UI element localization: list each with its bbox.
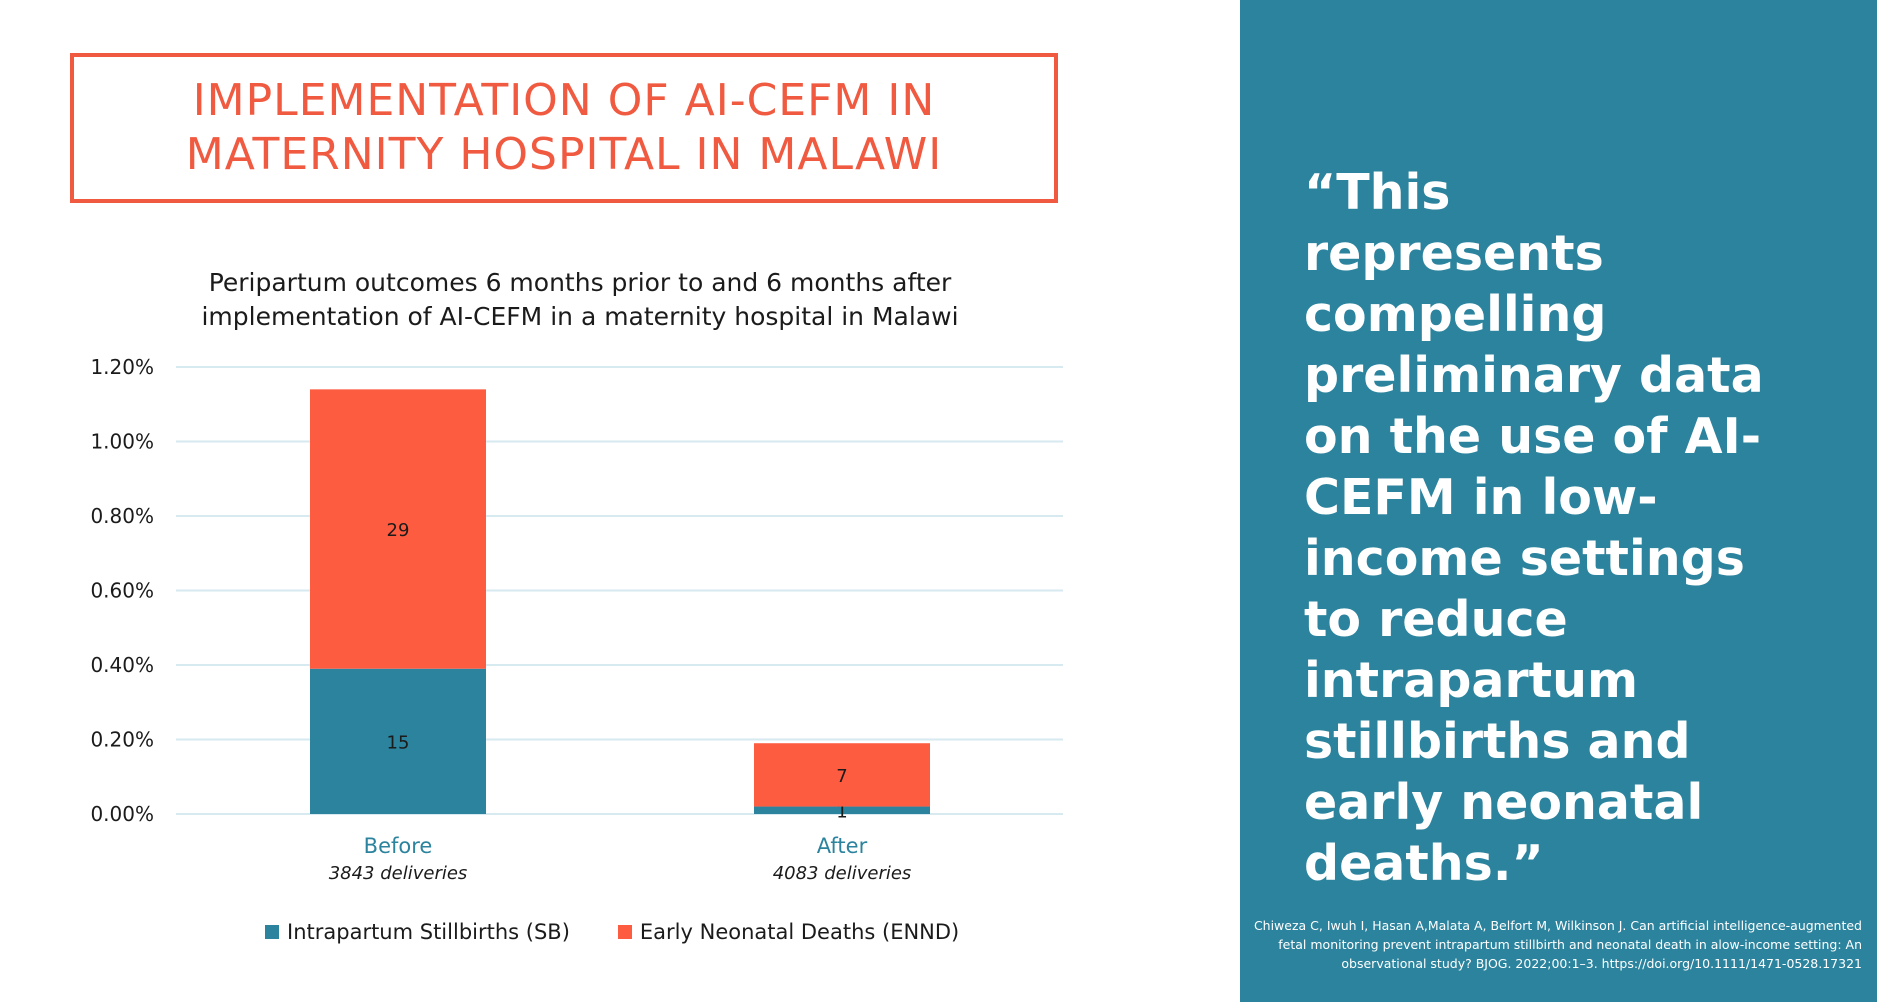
bar-sb [754, 806, 930, 814]
y-tick-label: 1.20% [90, 355, 154, 379]
quote-text: “This represents compelling preliminary … [1304, 164, 1764, 892]
page-title: IMPLEMENTATION OF AI-CEFM IN MATERNITY H… [185, 75, 943, 180]
data-label: 15 [387, 732, 410, 753]
legend-swatch-sb [265, 925, 279, 939]
bar-ennd [310, 389, 486, 669]
data-label: 1 [836, 801, 847, 822]
legend-item-sb: Intrapartum Stillbirths (SB) [265, 920, 570, 944]
quote-sidebar [1240, 0, 1877, 1002]
chart-svg: 0.00% 0.20% 0.40% 0.60% 0.80% 1.00% 1.20% 15 29 B… [90, 355, 1063, 884]
bar-sb [310, 668, 486, 814]
title-box: IMPLEMENTATION OF AI-CEFM IN MATERNITY H… [70, 53, 1058, 203]
y-tick-label: 0.60% [90, 579, 154, 603]
x-category-label: Before [364, 834, 433, 858]
x-category-sublabel: 4083 deliveries [773, 863, 912, 884]
y-tick-label: 0.40% [90, 653, 154, 677]
citation-text: Chiweza C, Iwuh I, Hasan A,Malata A, Bel… [1253, 918, 1862, 971]
legend-label-ennd: Early Neonatal Deaths (ENND) [639, 920, 960, 944]
x-category-sublabel: 3843 deliveries [329, 863, 468, 884]
legend-swatch-ennd [617, 925, 632, 939]
y-tick-label: 0.00% [90, 802, 154, 826]
chart-title: Peripartum outcomes 6 months prior to an… [201, 268, 959, 331]
data-label: 7 [836, 766, 847, 787]
bar-ennd [754, 743, 930, 807]
legend-label-sb: Intrapartum Stillbirths (SB) [287, 920, 570, 944]
y-tick-label: 0.80% [90, 504, 154, 528]
legend-item-ennd: Early Neonatal Deaths (ENND) [617, 920, 960, 944]
chart-legend: Intrapartum Stillbirths (SB) Early Neona… [265, 920, 959, 944]
y-tick-label: 0.20% [90, 728, 154, 752]
y-tick-label: 1.00% [90, 430, 154, 454]
data-label: 29 [387, 520, 410, 541]
x-category-label: After [817, 834, 868, 858]
